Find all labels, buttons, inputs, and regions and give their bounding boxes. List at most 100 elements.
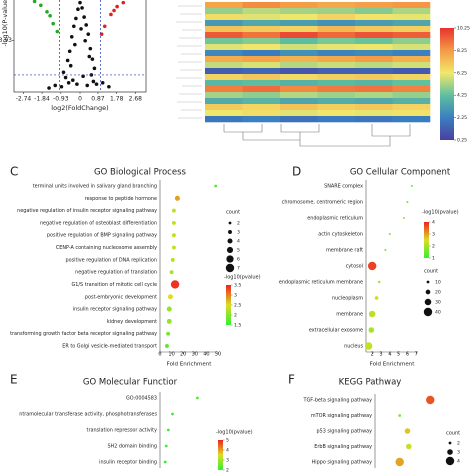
x-tick-label: 2 xyxy=(371,352,374,358)
legend-dot xyxy=(424,298,432,306)
color-legend xyxy=(226,285,231,325)
row-labels xyxy=(176,5,202,119)
category-label: positive regulation of DNA replication xyxy=(65,257,157,263)
point xyxy=(107,84,111,89)
x-tick-label: 6 xyxy=(406,352,409,358)
heat-cell xyxy=(355,80,393,87)
point xyxy=(73,42,77,47)
point xyxy=(92,66,97,71)
category-label: G1/S transition of mitotic cell cycle xyxy=(72,282,158,288)
legend-title: -log10(pvalue) xyxy=(422,210,459,216)
category-label: membrane raft xyxy=(326,248,363,254)
heat-cell xyxy=(280,110,318,117)
heat-cell xyxy=(392,20,431,27)
category-label: nucleoplasm xyxy=(332,296,363,302)
x-tick-label: -2.74 xyxy=(16,96,32,103)
point xyxy=(48,13,52,18)
heat-cell xyxy=(317,86,356,93)
heat-cell xyxy=(355,14,393,21)
heat-cell xyxy=(317,110,356,117)
heat-cell xyxy=(242,56,281,63)
category-label: GO:0004583 xyxy=(126,396,157,402)
x-tick-label: 2.68 xyxy=(129,96,143,103)
heat-cell xyxy=(205,44,243,51)
point xyxy=(115,4,119,9)
dot xyxy=(378,280,381,284)
category-label: extracellular exosome xyxy=(309,328,363,334)
point xyxy=(45,10,49,14)
point xyxy=(67,49,72,54)
heat-cell xyxy=(355,38,393,45)
heat-cell xyxy=(392,68,431,75)
legend-title: count xyxy=(424,269,438,275)
dot xyxy=(163,460,167,464)
point xyxy=(51,21,55,26)
heat-cell xyxy=(317,38,356,45)
x-tick-label: -0.93 xyxy=(53,96,69,103)
heat-cell xyxy=(280,56,318,63)
dot xyxy=(167,294,173,300)
category-label: endoplasmic reticulum xyxy=(307,216,363,222)
legend-tick-label: 2 xyxy=(234,313,237,319)
heat-cell xyxy=(242,86,281,93)
point xyxy=(87,54,92,59)
legend-label: 40 xyxy=(435,310,441,316)
heat-cell xyxy=(317,104,356,111)
x-tick-label: 20 xyxy=(180,352,186,358)
dendrogram xyxy=(223,124,411,147)
dot xyxy=(384,249,387,251)
heat-cell xyxy=(355,8,393,15)
x-tick-label: 3 xyxy=(379,352,382,358)
legend-tick-label: 2.5 xyxy=(234,303,241,309)
heat-cell xyxy=(205,38,243,45)
heat-cell xyxy=(205,32,243,39)
dot xyxy=(165,344,169,348)
category-label: transforming growth factor beta receptor… xyxy=(10,331,157,337)
heat-cell xyxy=(205,104,243,111)
legend-label: 4 xyxy=(457,459,460,465)
heat-cell xyxy=(355,32,393,39)
colorbar-tick-label: 8.25 xyxy=(457,48,467,54)
dot xyxy=(196,396,199,400)
category-label: insulin receptor binding xyxy=(99,460,157,466)
heat-cell xyxy=(392,44,431,51)
heat-cell xyxy=(317,92,356,99)
heat-cell xyxy=(280,2,318,9)
heat-cell xyxy=(392,92,431,99)
category-label: p53 signaling pathway xyxy=(317,429,373,435)
heat-cell xyxy=(280,74,318,81)
legend-dot xyxy=(426,280,430,284)
category-label: ER to Golgi vesicle-mediated transport xyxy=(62,344,157,350)
legend-label: 7 xyxy=(237,266,240,272)
point xyxy=(47,86,51,90)
legend-title: count xyxy=(226,210,240,216)
legend-label: 2 xyxy=(457,441,460,447)
point xyxy=(55,29,60,34)
colorbar-tick-label: 2.25 xyxy=(457,115,467,121)
heat-cell xyxy=(392,74,431,81)
point xyxy=(83,38,87,43)
legend-label: 3 xyxy=(457,450,460,456)
legend-dot xyxy=(226,255,234,263)
heat-cell xyxy=(317,116,356,123)
legend-label: 20 xyxy=(435,290,441,296)
point xyxy=(68,63,73,68)
heat-cell xyxy=(242,116,281,123)
heat-cell xyxy=(392,110,431,117)
colorbar xyxy=(440,28,454,140)
point xyxy=(109,12,113,17)
point xyxy=(80,6,84,10)
heat-cell xyxy=(205,110,243,117)
y-tick-label: 3.93 xyxy=(0,37,12,44)
heat-cell xyxy=(392,2,431,9)
category-label: SNARE complex xyxy=(324,184,363,190)
point xyxy=(78,0,82,5)
category-label: membrane xyxy=(336,312,363,318)
legend-tick-label: 1.5 xyxy=(234,323,241,329)
heat-cell xyxy=(392,56,431,63)
legend-dot xyxy=(228,230,232,234)
heat-cell xyxy=(280,98,318,105)
heat-cell xyxy=(242,74,281,81)
x-tick-label: 10 xyxy=(168,352,174,358)
